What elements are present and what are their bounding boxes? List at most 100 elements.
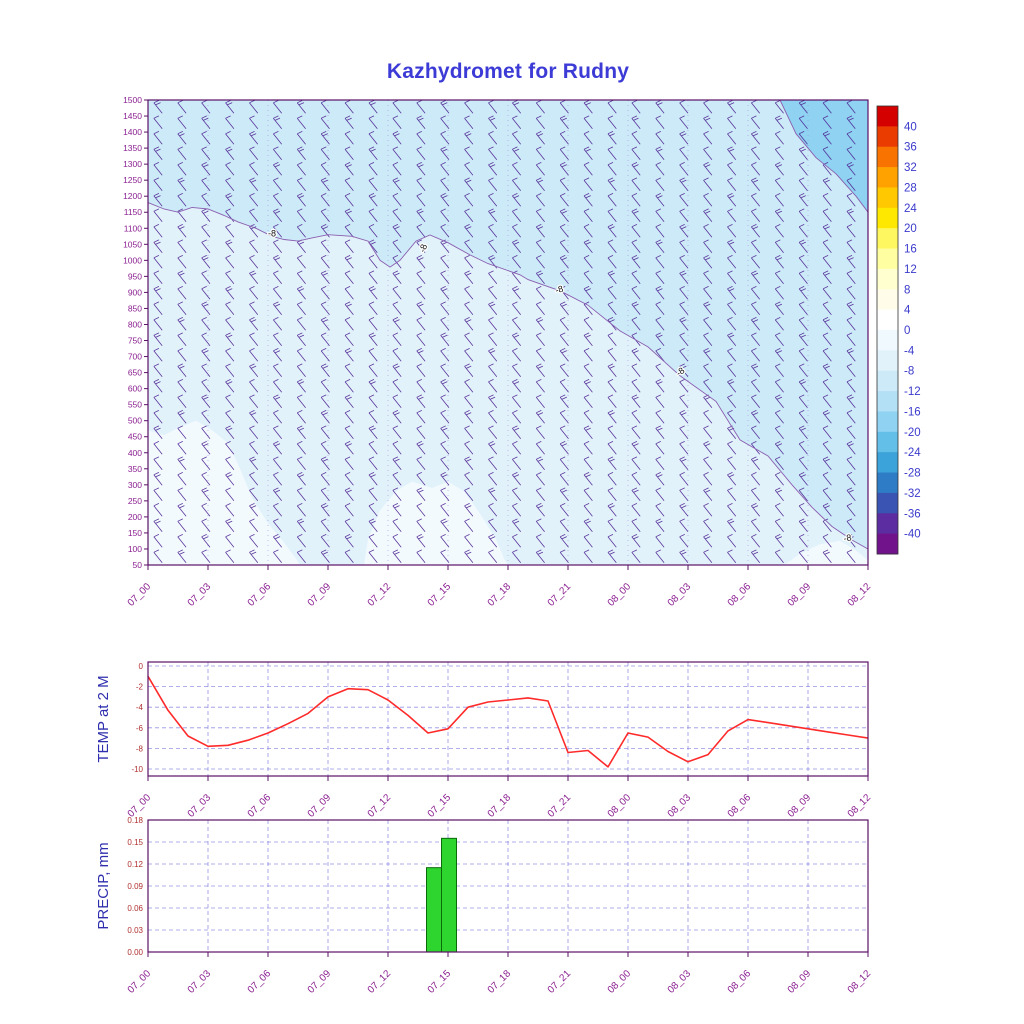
colorbar-tick-label: -12 (904, 386, 921, 398)
colorbar: 4036322824201612840-4-8-12-16-20-24-28-3… (876, 105, 921, 555)
colorbar-tick-label: 24 (904, 203, 917, 215)
colorbar-tick-label: -32 (904, 488, 921, 500)
temp-line (147, 675, 869, 768)
contour-region-2 (148, 420, 300, 565)
time-label: 08_06 (726, 968, 754, 996)
temp-y-label: 0 (139, 662, 144, 671)
precip-y-label: 0.06 (127, 904, 143, 913)
colorbar-band (877, 228, 898, 250)
precip-bar (441, 837, 457, 953)
time-label: 08_00 (606, 968, 634, 996)
y-tick-label: 900 (128, 287, 142, 297)
y-tick-label: 650 (128, 368, 142, 378)
precip-y-label: 0.09 (127, 882, 143, 891)
colorbar-band (877, 207, 898, 229)
y-tick-label: 1500 (123, 95, 142, 105)
colorbar-tick-label: -8 (904, 366, 914, 378)
time-label: 08_06 (726, 581, 754, 609)
colorbar-band (877, 309, 898, 331)
time-label: 08_06 (726, 792, 754, 820)
y-tick-label: 700 (128, 352, 142, 362)
y-tick-label: 850 (128, 303, 142, 313)
precip-bar (426, 867, 442, 953)
colorbar-band (877, 472, 898, 494)
time-label: 07_06 (246, 792, 274, 820)
y-tick-label: 1400 (123, 127, 142, 137)
temp-y-label: -4 (136, 703, 144, 712)
colorbar-band (877, 187, 898, 209)
contour-line-0 (147, 202, 869, 550)
time-label: 08_00 (606, 792, 634, 820)
y-tick-label: 1050 (123, 239, 142, 249)
temp-y-label: -8 (136, 744, 144, 753)
y-tick-label: 1300 (123, 159, 142, 169)
y-tick-label: 500 (128, 416, 142, 426)
colorbar-tick-label: 0 (904, 325, 910, 337)
contour-label: -8 (843, 532, 853, 543)
y-tick-label: 1350 (123, 143, 142, 153)
time-label: 07_03 (186, 792, 214, 820)
time-label: 07_09 (306, 792, 334, 820)
time-label: 07_21 (546, 792, 574, 820)
time-label: 08_12 (846, 968, 874, 996)
time-label: 07_21 (546, 968, 574, 996)
colorbar-band (877, 106, 898, 127)
contour-region-1 (780, 100, 868, 213)
time-label: 07_00 (126, 968, 154, 996)
time-label: 07_18 (486, 581, 514, 609)
time-label: 08_12 (846, 581, 874, 609)
y-tick-label: 600 (128, 384, 142, 394)
y-tick-label: 800 (128, 319, 142, 329)
colorbar-tick-label: -16 (904, 406, 921, 418)
colorbar-tick-label: -36 (904, 508, 921, 520)
time-label: 07_12 (366, 968, 394, 996)
time-label: 07_06 (246, 581, 274, 609)
time-label: 08_09 (786, 581, 814, 609)
time-label: 07_06 (246, 968, 274, 996)
colorbar-band (877, 167, 898, 188)
colorbar-tick-label: 12 (904, 264, 917, 276)
y-tick-label: 1150 (124, 207, 143, 217)
y-tick-label: 400 (128, 448, 142, 458)
y-tick-label: 550 (128, 400, 142, 410)
y-tick-label: 250 (128, 496, 142, 506)
time-label: 07_00 (126, 581, 154, 609)
colorbar-band (877, 492, 898, 514)
temp-y-label: -10 (131, 765, 143, 774)
time-label: 07_21 (546, 581, 574, 609)
colorbar-tick-label: 32 (904, 162, 917, 174)
time-label: 07_15 (426, 792, 454, 820)
time-label: 07_12 (366, 581, 394, 609)
colorbar-band (877, 533, 898, 555)
contour-region-3 (364, 481, 508, 565)
colorbar-tick-label: -40 (904, 529, 921, 541)
time-label: 07_18 (486, 968, 514, 996)
time-label: 08_03 (666, 968, 694, 996)
precip-panel: 0.00 0.03 0.06 0.09 0.12 0.15 0.18 07_00 07_03 07… (95, 816, 873, 996)
colorbar-band (877, 126, 898, 148)
colorbar-frame (876, 105, 899, 555)
y-tick-label: 1250 (123, 175, 142, 185)
colorbar-band (877, 370, 898, 392)
time-label: 08_12 (846, 792, 874, 820)
page-title: Kazhydromet for Rudny (386, 60, 630, 83)
colorbar-band (877, 350, 898, 372)
colorbar-tick-label: 8 (904, 284, 910, 296)
time-label: 07_12 (366, 792, 394, 820)
contour-region-0 (148, 100, 868, 549)
colorbar-tick-label: 36 (904, 142, 917, 154)
contour-label: -8 (268, 228, 276, 238)
time-label: 07_09 (306, 581, 334, 609)
y-tick-label: 1100 (124, 223, 143, 233)
y-tick-label: 350 (128, 464, 142, 474)
y-tick-label: 450 (128, 432, 142, 442)
temp-y-label: -6 (136, 724, 144, 733)
wind-barbs-layer (153, 100, 856, 563)
time-label: 08_03 (666, 581, 694, 609)
colorbar-tick-label: -24 (904, 447, 921, 459)
time-label: 08_09 (786, 792, 814, 820)
precip-y-label: 0.15 (127, 838, 143, 847)
